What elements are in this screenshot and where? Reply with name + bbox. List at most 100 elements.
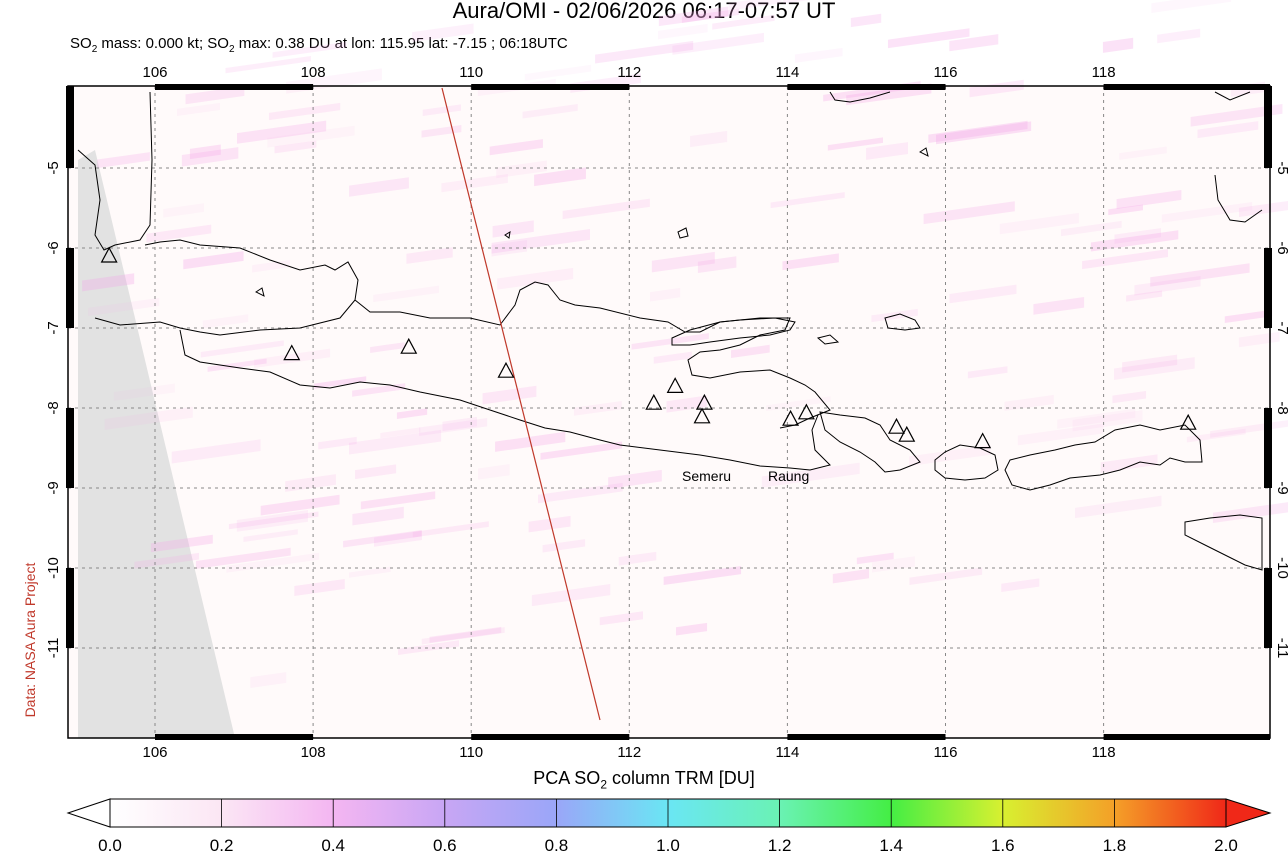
colorbar-tick-label: 1.2 bbox=[768, 836, 792, 855]
so2-swath-pixel bbox=[663, 565, 742, 586]
so2-swath-pixel bbox=[104, 406, 193, 430]
volcano-triangle-icon bbox=[887, 417, 905, 434]
so2-swath-pixel bbox=[176, 102, 221, 117]
so2-swath-pixel bbox=[697, 256, 737, 274]
so2-swath-pixel bbox=[200, 340, 284, 358]
so2-swath-pixel bbox=[226, 552, 320, 573]
so2-swath-pixel bbox=[412, 521, 489, 538]
so2-swath-pixel bbox=[794, 47, 843, 63]
so2-swath-pixel bbox=[348, 566, 391, 578]
so2-swath-pixel bbox=[250, 672, 287, 688]
so2-swath-pixel bbox=[653, 351, 692, 364]
so2-swath-pixel bbox=[1197, 121, 1259, 139]
so2-swath-pixel bbox=[352, 506, 404, 526]
so2-swath-pixel bbox=[782, 253, 839, 271]
so2-swath-pixel bbox=[658, 6, 729, 27]
so2-swath-pixel bbox=[274, 140, 317, 154]
colorbar-tick-label: 1.4 bbox=[879, 836, 903, 855]
so2-swath-pixel bbox=[542, 539, 586, 553]
so2-swath-pixel bbox=[406, 247, 453, 264]
so2-swath-pixel bbox=[268, 102, 341, 121]
so2-swath-pixel bbox=[442, 416, 477, 432]
colorbar-tick-label: 0.8 bbox=[545, 836, 569, 855]
so2-swath-pixel bbox=[195, 547, 291, 569]
so2-swath-pixel bbox=[429, 626, 502, 643]
map-background bbox=[68, 86, 1270, 738]
so2-swath-pixel bbox=[236, 510, 308, 532]
so2-swath-pixel bbox=[88, 297, 160, 316]
so2-swath-pixel bbox=[260, 494, 340, 516]
volcano-triangle-icon bbox=[974, 432, 992, 449]
volcano-markers bbox=[100, 246, 1197, 449]
so2-swath-pixel bbox=[343, 529, 422, 548]
so2-swath-pixel bbox=[1090, 230, 1179, 252]
so2-swath-pixel bbox=[422, 104, 462, 116]
lombok-coast bbox=[934, 444, 999, 481]
lon-tick-label-top: 116 bbox=[934, 64, 958, 81]
lon-tick-label-top: 112 bbox=[617, 64, 641, 81]
so2-swath-pixel bbox=[761, 462, 860, 488]
so2-swath-pixel bbox=[396, 408, 428, 420]
so2-swath-pixel bbox=[421, 627, 505, 645]
so2-swath-pixel bbox=[146, 224, 212, 243]
sumbawa-coast bbox=[1004, 424, 1203, 491]
so2-swath-pixel bbox=[675, 622, 708, 636]
so2-swath-pixel bbox=[832, 568, 870, 584]
colorbar-tick-label: 1.0 bbox=[656, 836, 680, 855]
so2-swath-pixel bbox=[928, 120, 1028, 143]
frame-bar-bottom bbox=[787, 734, 946, 740]
colorbar-low-arrow bbox=[66, 798, 111, 828]
volcano-triangle-icon bbox=[898, 425, 916, 442]
volcano-triangle-icon bbox=[400, 337, 418, 354]
so2-swath-pixel bbox=[1057, 408, 1136, 429]
so2-swath-pixel bbox=[528, 515, 571, 533]
graticule bbox=[68, 86, 1270, 738]
so2-swath-pixel bbox=[373, 285, 439, 303]
so2-swath-pixel bbox=[573, 400, 622, 416]
lat-tick-label-right: -5 bbox=[1274, 161, 1288, 174]
so2-swath-pixel bbox=[202, 314, 249, 329]
lat-tick-label-left: -5 bbox=[45, 161, 62, 174]
so2-swath-pixel bbox=[207, 358, 267, 372]
so2-swath-pixel bbox=[294, 578, 345, 596]
so2-swath-pixel bbox=[421, 125, 462, 138]
frame-bar-top bbox=[1103, 84, 1270, 90]
so2-swath-pixel bbox=[1122, 354, 1178, 373]
colorbar-tick-label: 1.6 bbox=[991, 836, 1015, 855]
so2-swath-pixel bbox=[150, 534, 213, 553]
so2-swath-pixel bbox=[113, 383, 175, 401]
so2-swath-pixel bbox=[949, 34, 999, 52]
volcano-triangle-icon bbox=[797, 403, 815, 420]
so2-swath-pixel bbox=[1190, 104, 1283, 127]
lat-tick-label-left: -6 bbox=[45, 241, 62, 254]
so2-swath-pixel bbox=[181, 147, 239, 167]
colorbar-tick-label: 2.0 bbox=[1214, 836, 1238, 855]
so2-swath-pixel bbox=[1151, 0, 1232, 13]
frame-bar-left bbox=[66, 568, 74, 648]
map-frame bbox=[66, 84, 1272, 740]
so2-swath-pixel bbox=[690, 130, 728, 148]
volcano-triangle-icon bbox=[497, 361, 515, 378]
so2-swath-pixel bbox=[491, 229, 591, 254]
so2-swath-pixel bbox=[887, 28, 970, 49]
so2-swath-pixel bbox=[681, 8, 740, 23]
so2-swath-pixel bbox=[163, 203, 204, 218]
lat-tick-label-right: -8 bbox=[1274, 401, 1288, 414]
colorbar-high-arrow bbox=[1225, 798, 1272, 828]
so2-swath-pixel bbox=[731, 344, 770, 358]
volcano-triangle-icon bbox=[283, 344, 301, 361]
so2-swath-pixel bbox=[1004, 394, 1054, 411]
islands-north bbox=[255, 147, 929, 345]
frame-bar-bottom bbox=[471, 734, 630, 740]
so2-swath-pixel bbox=[1157, 28, 1201, 44]
lat-tick-label-left: -10 bbox=[45, 557, 62, 579]
so2-swath-pixel bbox=[534, 167, 586, 187]
so2-swath-pixel bbox=[497, 267, 574, 290]
so2-swath-pixel bbox=[949, 284, 1017, 304]
so2-swath-pixel bbox=[531, 584, 611, 607]
lon-tick-label-bottom: 108 bbox=[301, 744, 326, 760]
so2-swath-pixel bbox=[355, 464, 397, 480]
frame-bar-left bbox=[66, 86, 74, 168]
frame-bar-left bbox=[66, 248, 74, 328]
map-subtitle: SO2 mass: 0.000 kt; SO2 max: 0.38 DU at … bbox=[70, 35, 568, 55]
